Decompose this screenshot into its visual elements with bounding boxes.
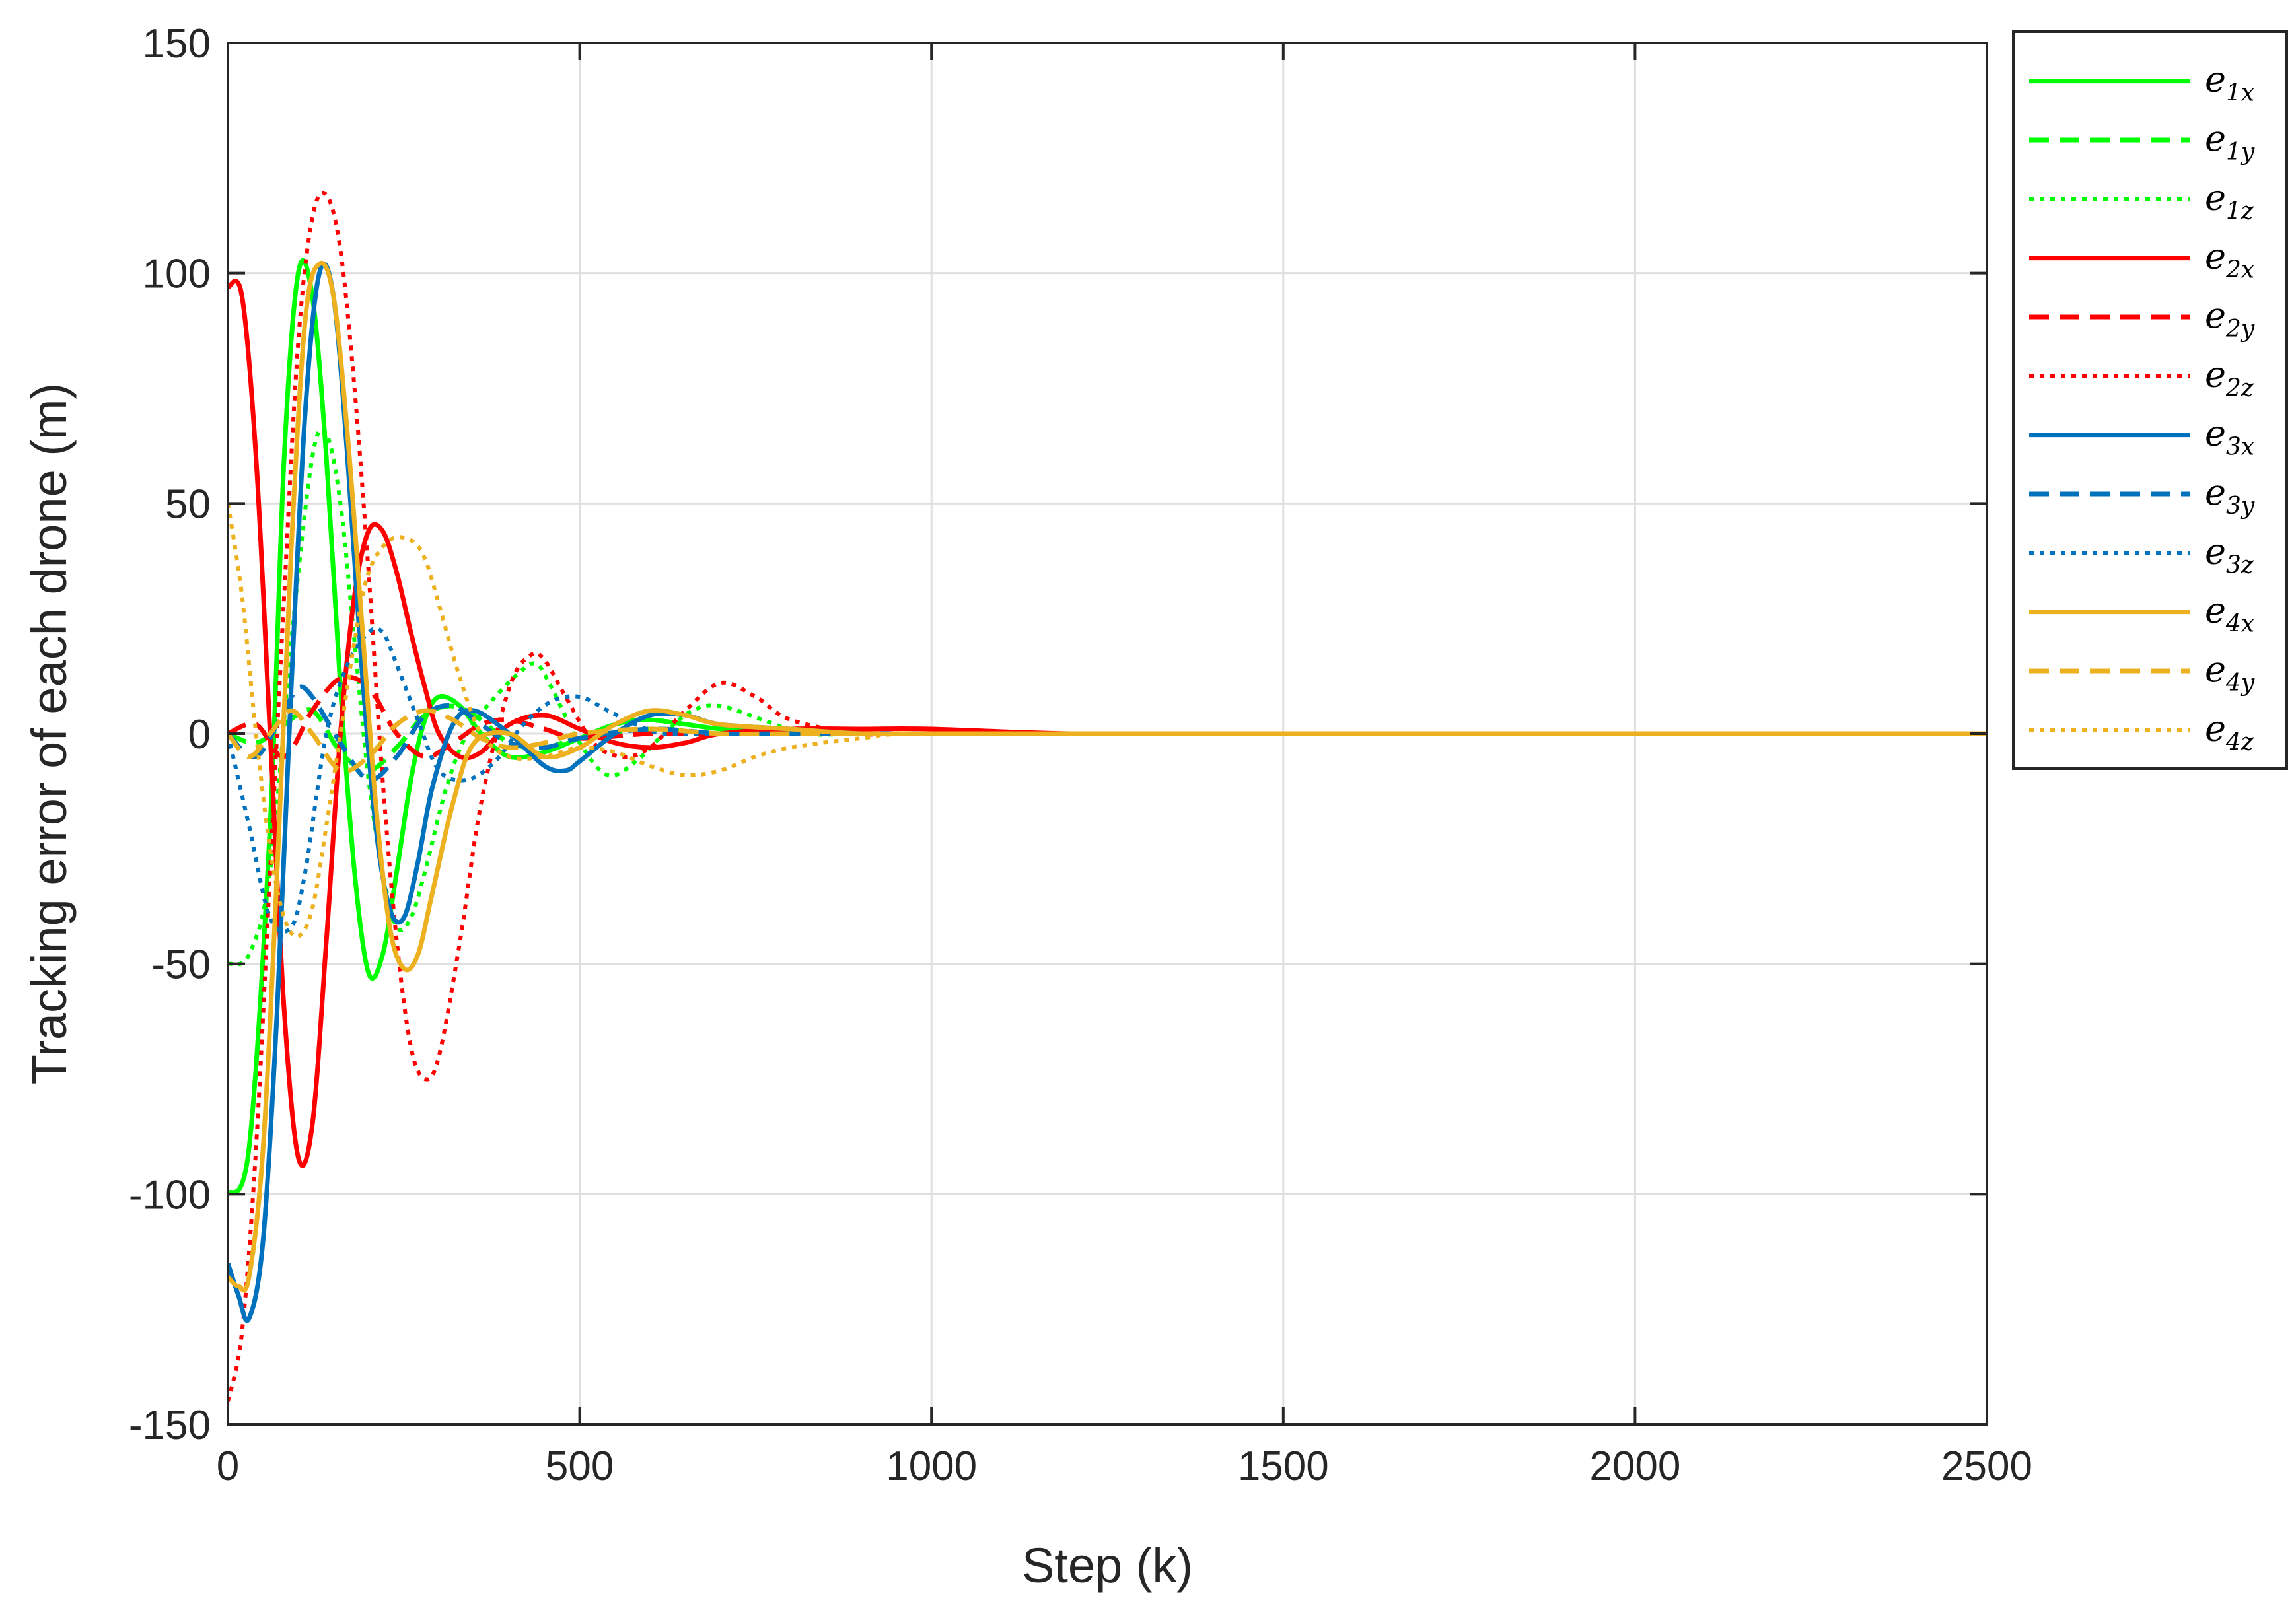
- legend-subscript: 1y: [2226, 139, 2255, 166]
- y-tick-label: -150: [129, 1403, 211, 1448]
- y-tick-label: 150: [143, 21, 211, 67]
- legend-subscript: 2z: [2225, 374, 2254, 401]
- legend-subscript: 3z: [2226, 551, 2254, 578]
- legend-label-e4x: e4x: [2205, 590, 2254, 638]
- x-tick-label: 2000: [1589, 1444, 1680, 1489]
- legend-symbol: e: [2205, 176, 2226, 218]
- legend-subscript: 1z: [2226, 197, 2254, 225]
- legend-symbol: e: [2205, 530, 2226, 572]
- legend-subscript: 2y: [2225, 316, 2255, 343]
- y-tick-label: 0: [188, 712, 211, 757]
- legend-label-e4z: e4z: [2205, 707, 2254, 755]
- legend-subscript: 4x: [2225, 611, 2254, 638]
- legend-label-e3y: e3y: [2205, 471, 2255, 520]
- x-tick-label: 500: [546, 1444, 614, 1489]
- legend-symbol: e: [2205, 413, 2226, 454]
- y-tick-label: 50: [165, 481, 211, 527]
- x-tick-label: 2500: [1941, 1444, 2032, 1489]
- y-tick-label: 100: [143, 252, 211, 297]
- legend-symbol: e: [2205, 353, 2226, 395]
- legend-symbol: e: [2205, 236, 2226, 277]
- x-tick-label: 1000: [886, 1444, 977, 1489]
- series-lines: [228, 191, 1987, 1402]
- legend-subscript: 3y: [2226, 493, 2255, 520]
- legend-box: [2012, 30, 2288, 770]
- legend-symbol: e: [2205, 707, 2226, 749]
- legend-symbol: e: [2205, 471, 2226, 513]
- legend-symbol: e: [2205, 59, 2226, 100]
- series-line-e3z: [228, 626, 1987, 934]
- legend-subscript: 3x: [2226, 434, 2254, 461]
- x-axis-label: Step (k): [1022, 1538, 1193, 1593]
- legend-symbol: e: [2205, 590, 2226, 631]
- legend-symbol: e: [2205, 648, 2226, 690]
- legend-label-e2x: e2x: [2205, 236, 2254, 284]
- legend-subscript: 2x: [2225, 257, 2254, 284]
- tick-labels: 0 500 1000 1500 2000 2500 -150 -100 -50 0 50 100 150: [129, 21, 2032, 1489]
- legend-label-e1z: e1z: [2205, 176, 2254, 225]
- legend-subscript: 4z: [2225, 728, 2254, 755]
- legend-subscript: 4y: [2225, 670, 2255, 697]
- legend-label-e2z: e2z: [2205, 353, 2254, 401]
- axis-ticks: [227, 42, 1988, 1426]
- series-line-e4x: [228, 260, 1987, 1293]
- legend-label-e3x: e3x: [2205, 413, 2254, 461]
- series-line-e4z: [228, 503, 1987, 939]
- y-tick-label: -50: [151, 942, 211, 988]
- x-tick-label: 1500: [1238, 1444, 1329, 1489]
- y-axis-label: Tracking error of each drone (m): [22, 383, 77, 1084]
- legend-label-e2y: e2y: [2205, 295, 2255, 343]
- legend-label-e4y: e4y: [2205, 648, 2255, 697]
- x-tick-label: 0: [217, 1444, 239, 1489]
- legend-subscript: 1x: [2226, 80, 2254, 107]
- legend-label-e1x: e1x: [2205, 59, 2254, 107]
- series-line-e4y: [228, 708, 1987, 774]
- legend-symbol: e: [2205, 118, 2226, 159]
- legend-label-e1y: e1y: [2205, 118, 2255, 166]
- y-tick-label: -100: [129, 1172, 211, 1218]
- legend-symbol: e: [2205, 295, 2226, 336]
- legend-label-e3z: e3z: [2205, 530, 2254, 578]
